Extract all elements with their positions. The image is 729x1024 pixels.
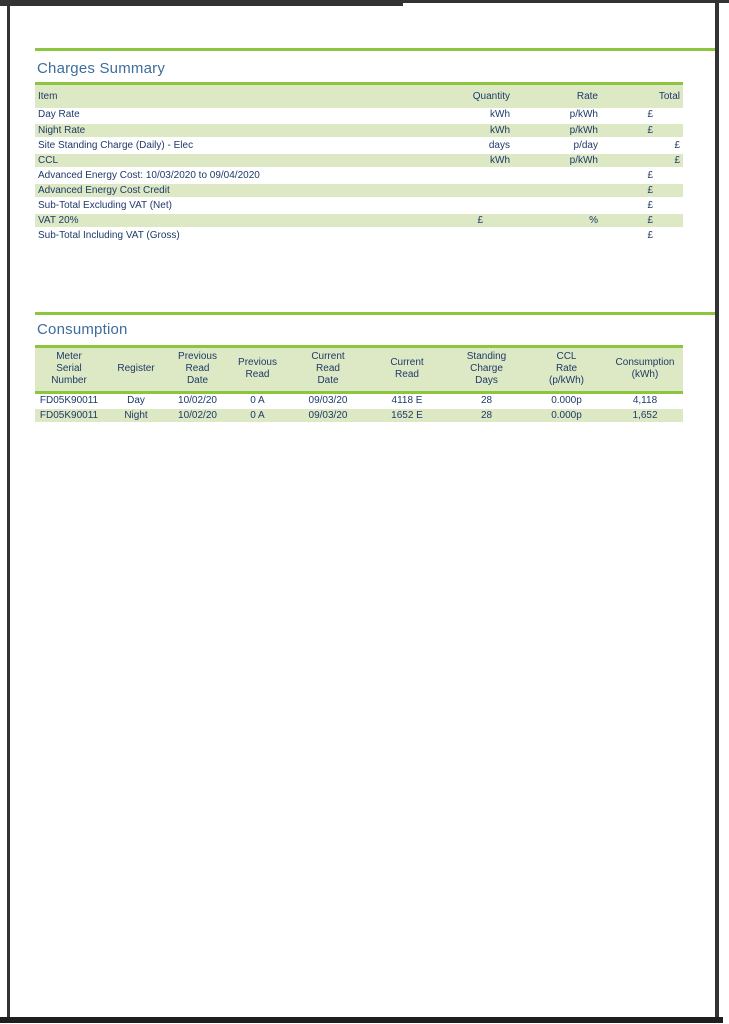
col-header-total: Total: [601, 83, 683, 108]
charges-summary-title: Charges Summary: [37, 60, 166, 77]
cell-rate: [513, 227, 601, 244]
cell-previous-read-date: 10/02/20: [169, 392, 226, 409]
cell-quantity: days: [380, 137, 513, 154]
cell-ccl-rate: 0.000p: [526, 408, 607, 424]
cell-total: £: [601, 197, 683, 214]
table-row: Sub-Total Excluding VAT (Net) £: [35, 197, 683, 214]
cell-item: Site Standing Charge (Daily) - Elec: [35, 137, 380, 154]
cell-total: £: [601, 107, 683, 124]
col-header-consumption-kwh: Consumption (kWh): [607, 346, 683, 394]
table-row: FD05K90011 Night 10/02/20 0 A 09/03/20 1…: [35, 408, 683, 424]
cell-total: £: [601, 122, 683, 139]
col-header-previous-read: Previous Read: [226, 346, 289, 394]
cell-total: £: [601, 212, 683, 229]
table-row: Day Rate kWh p/kWh £: [35, 107, 683, 124]
section-rule-charges: [35, 48, 715, 51]
consumption-table: Meter Serial Number Register Previous Re…: [35, 345, 683, 424]
cell-rate: [513, 182, 601, 199]
cell-current-read: 1652 E: [367, 408, 447, 424]
cell-standing-charge-days: 28: [447, 392, 526, 409]
cell-quantity: [380, 227, 513, 244]
consumption-header-row: Meter Serial Number Register Previous Re…: [35, 346, 683, 394]
cell-rate: p/kWh: [513, 122, 601, 139]
col-header-previous-read-date: Previous Read Date: [169, 346, 226, 394]
cell-quantity: kWh: [380, 152, 513, 169]
cell-quantity: [380, 182, 513, 199]
col-header-rate: Rate: [513, 83, 601, 108]
cell-item: Advanced Energy Cost: 10/03/2020 to 09/0…: [35, 167, 380, 184]
col-header-current-read-date: Current Read Date: [289, 346, 367, 394]
table-row: FD05K90011 Day 10/02/20 0 A 09/03/20 411…: [35, 392, 683, 409]
cell-previous-read-date: 10/02/20: [169, 408, 226, 424]
cell-quantity: [380, 197, 513, 214]
cell-meter-serial-number: FD05K90011: [35, 392, 103, 409]
table-row: CCL kWh p/kWh £: [35, 152, 683, 169]
cell-quantity: kWh: [380, 107, 513, 124]
table-row: Night Rate kWh p/kWh £: [35, 122, 683, 139]
cell-register: Night: [103, 408, 169, 424]
cell-item: Night Rate: [35, 122, 380, 139]
section-rule-consumption: [35, 312, 715, 315]
cell-rate: [513, 197, 601, 214]
cell-ccl-rate: 0.000p: [526, 392, 607, 409]
cell-item: Advanced Energy Cost Credit: [35, 182, 380, 199]
cell-total: £: [601, 182, 683, 199]
cell-quantity: kWh: [380, 122, 513, 139]
cell-rate: p/day: [513, 137, 601, 154]
cell-meter-serial-number: FD05K90011: [35, 408, 103, 424]
cell-item: Day Rate: [35, 107, 380, 124]
cell-previous-read: 0 A: [226, 408, 289, 424]
cell-consumption-kwh: 4,118: [607, 392, 683, 409]
cell-current-read-date: 09/03/20: [289, 408, 367, 424]
cell-item: VAT 20%: [35, 212, 380, 229]
cell-rate: p/kWh: [513, 107, 601, 124]
page-border-bottom: [0, 1017, 723, 1023]
table-row: Sub-Total Including VAT (Gross) £: [35, 227, 683, 244]
table-row: Advanced Energy Cost Credit £: [35, 182, 683, 199]
page-border-left: [7, 0, 10, 1020]
page-border-top-right: [403, 0, 729, 3]
cell-item: Sub-Total Including VAT (Gross): [35, 227, 380, 244]
table-row: Advanced Energy Cost: 10/03/2020 to 09/0…: [35, 167, 683, 184]
cell-previous-read: 0 A: [226, 392, 289, 409]
consumption-title: Consumption: [37, 321, 128, 338]
col-header-standing-charge-days: Standing Charge Days: [447, 346, 526, 394]
cell-current-read-date: 09/03/20: [289, 392, 367, 409]
col-header-ccl-rate: CCL Rate (p/kWh): [526, 346, 607, 394]
cell-quantity: £: [380, 212, 513, 229]
cell-register: Day: [103, 392, 169, 409]
page-border-top-left: [0, 0, 403, 6]
cell-rate: [513, 167, 601, 184]
cell-rate: p/kWh: [513, 152, 601, 169]
cell-standing-charge-days: 28: [447, 408, 526, 424]
cell-quantity: [380, 167, 513, 184]
cell-total: £: [601, 167, 683, 184]
page-border-right: [715, 0, 719, 1020]
cell-rate: %: [513, 212, 601, 229]
cell-current-read: 4118 E: [367, 392, 447, 409]
cell-total: £: [601, 227, 683, 244]
cell-item: Sub-Total Excluding VAT (Net): [35, 197, 380, 214]
col-header-register: Register: [103, 346, 169, 394]
table-row: VAT 20% £ % £: [35, 212, 683, 229]
charges-header-row: Item Quantity Rate Total: [35, 83, 683, 108]
col-header-item: Item: [35, 83, 380, 108]
col-header-meter-serial-number: Meter Serial Number: [35, 346, 103, 394]
col-header-current-read: Current Read: [367, 346, 447, 394]
charges-summary-table: Item Quantity Rate Total Day Rate kWh p/…: [35, 82, 683, 244]
cell-consumption-kwh: 1,652: [607, 408, 683, 424]
table-row: Site Standing Charge (Daily) - Elec days…: [35, 137, 683, 154]
col-header-quantity: Quantity: [380, 83, 513, 108]
cell-total: £: [601, 137, 683, 154]
cell-item: CCL: [35, 152, 380, 169]
cell-total: £: [601, 152, 683, 169]
